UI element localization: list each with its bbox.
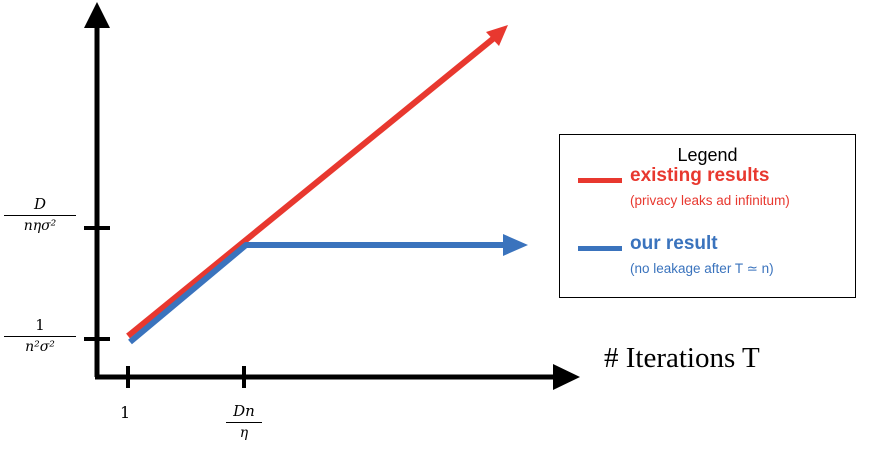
our-result-arrowhead bbox=[503, 234, 528, 256]
y-tick-high-numerator: D bbox=[33, 195, 47, 213]
x-tick-label-dn-eta: Dn η bbox=[226, 402, 262, 442]
y-axis-arrowhead bbox=[84, 2, 110, 28]
legend-label-ours: our result bbox=[630, 233, 718, 254]
legend-sublabel-existing: (privacy leaks ad infinitum) bbox=[630, 193, 790, 208]
legend-sublabel-ours: (no leakage after T ≃ n) bbox=[630, 261, 774, 276]
legend-title: Legend bbox=[677, 145, 738, 165]
x-tick-denominator: η bbox=[239, 425, 249, 442]
legend-label-existing: existing results bbox=[630, 165, 770, 186]
x-tick-label-1: 1 bbox=[120, 403, 131, 422]
y-tick-label-low: 1 n²σ² bbox=[4, 316, 76, 356]
x-axis-arrowhead bbox=[553, 364, 580, 390]
legend: Legend existing results (privacy leaks a… bbox=[559, 134, 856, 298]
x-tick-numerator: Dn bbox=[233, 402, 255, 420]
fraction-bar bbox=[226, 422, 262, 424]
y-tick-label-high: D nησ² bbox=[4, 195, 76, 235]
fraction-bar bbox=[4, 336, 76, 338]
fraction-bar bbox=[4, 215, 76, 217]
legend-swatch-existing bbox=[578, 178, 622, 183]
y-tick-high-denominator: nησ² bbox=[23, 218, 57, 235]
existing-results-line bbox=[126, 35, 496, 339]
our-result-line bbox=[128, 242, 506, 345]
y-tick-low-numerator: 1 bbox=[35, 316, 45, 334]
x-axis-label: # Iterations T bbox=[604, 342, 760, 374]
existing-results-arrowhead bbox=[486, 25, 508, 46]
y-tick-low-denominator: n²σ² bbox=[25, 339, 55, 356]
legend-swatch-ours bbox=[578, 246, 622, 251]
